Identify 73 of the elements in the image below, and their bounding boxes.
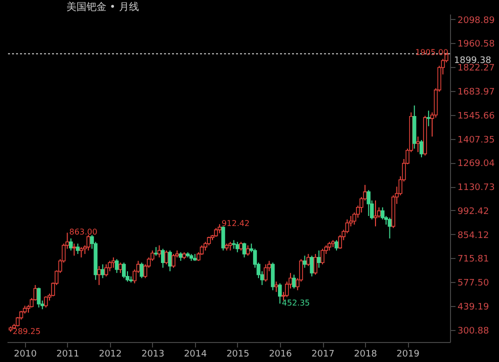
candlestick: [118, 262, 122, 274]
candlestick: [264, 264, 268, 282]
annotation: 289.25: [12, 326, 41, 336]
candlestick: [157, 244, 162, 258]
candlestick: [310, 255, 314, 277]
candlestick: [160, 248, 165, 268]
candlestick: [69, 238, 73, 252]
x-tick-label: 2017: [312, 350, 334, 360]
candlestick: [97, 266, 101, 286]
candlestick: [302, 255, 307, 268]
candlestick: [420, 140, 424, 158]
x-tick-label: 2011: [56, 350, 80, 360]
x-tick-label: 2012: [98, 350, 122, 360]
y-tick-label: 1545.66: [458, 111, 495, 122]
candlestick: [317, 250, 321, 268]
x-tick-label: 2018: [354, 350, 378, 360]
candlestick: [172, 253, 176, 268]
candlestick: [314, 253, 318, 276]
annotation: 912.42: [222, 219, 250, 228]
chart-title: 美国钯金 • 月线: [66, 1, 139, 13]
candlestick: [140, 262, 144, 279]
candlestick: [72, 243, 76, 256]
candlestick: [36, 287, 41, 308]
x-tick-label: 2013: [141, 350, 164, 360]
annotation: 452.35: [282, 298, 310, 308]
x-tick-label: 2016: [268, 350, 292, 360]
candlestick: [86, 234, 90, 252]
annotation: 1905.00: [415, 48, 448, 57]
candlestick: [334, 240, 338, 252]
y-tick-label: 992.42: [458, 206, 489, 217]
candlestick: [306, 253, 310, 267]
candlestick: [278, 282, 282, 304]
candlestick: [274, 281, 278, 292]
candlestick: [79, 246, 84, 258]
candlestick: [168, 250, 172, 272]
candlestick: [112, 256, 116, 268]
candlestick: [242, 242, 246, 258]
y-tick-label: 1407.35: [458, 135, 495, 146]
y-tick-label: 1269.04: [458, 159, 495, 170]
candlestick: [426, 110, 430, 127]
candlestick: [320, 248, 324, 265]
candlestick: [104, 264, 108, 277]
candlestick: [366, 190, 371, 216]
candlestick: [114, 258, 119, 274]
y-tick-label: 1822.27: [458, 64, 495, 74]
y-tick-label: 715.81: [458, 254, 489, 265]
y-tick-label: 577.50: [458, 278, 490, 289]
candlestick: [246, 244, 250, 256]
candlestick: [270, 262, 275, 291]
candlestick: [76, 243, 80, 254]
candlestick: [100, 264, 105, 279]
candlestick: [221, 226, 226, 252]
candlestick: [164, 250, 168, 265]
y-tick-label: 300.88: [458, 326, 490, 336]
candlestick: [338, 234, 342, 250]
candlestick: [236, 241, 240, 253]
x-tick-label: 2015: [226, 350, 250, 360]
candlestick: [416, 136, 420, 153]
x-tick-label: 2010: [14, 350, 38, 360]
y-tick-label: 2098.89: [458, 16, 495, 26]
candlestick: [122, 262, 126, 279]
annotation: 863.00: [69, 228, 98, 237]
x-tick-label: 2019: [396, 350, 420, 360]
y-tick-label: 1960.58: [458, 40, 495, 50]
y-tick-label: 854.12: [458, 230, 489, 241]
y-tick-label: 439.19: [458, 302, 490, 312]
y-tick-label: 1683.97: [458, 88, 495, 98]
candlestick: [388, 217, 392, 239]
x-tick-label: 2014: [184, 350, 208, 360]
candlestick: [218, 224, 222, 234]
y-tick-label: 1130.73: [458, 183, 495, 194]
candlestick: [292, 274, 296, 289]
candlestick: [374, 200, 378, 227]
